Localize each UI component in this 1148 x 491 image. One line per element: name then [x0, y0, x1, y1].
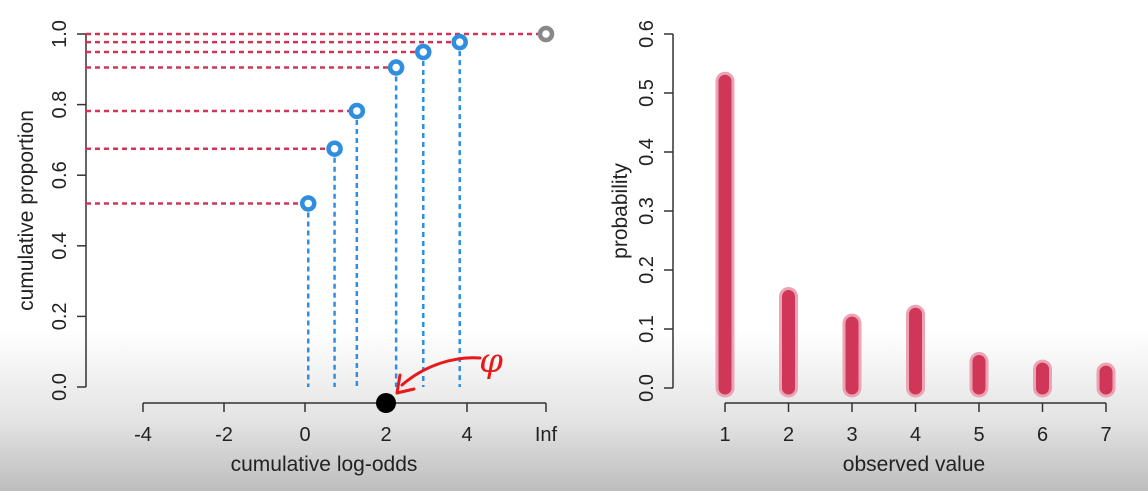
x-tick-label: 5 — [973, 424, 984, 446]
y-tick-label: 0.0 — [636, 374, 658, 402]
x-tick-label: -4 — [134, 424, 152, 446]
x-tick-label: 4 — [910, 424, 921, 446]
x-tick-label: 1 — [719, 424, 730, 446]
data-point — [451, 33, 468, 51]
x-tick-label: 7 — [1100, 424, 1111, 446]
x-tick-label: 4 — [461, 424, 472, 446]
y-tick-label: 0.0 — [49, 373, 71, 401]
cumulative-proportion-plot: -4 -2 0 2 4 Inf 0.0 0.2 0.4 0.6 0.8 1.0 cumulative l… — [15, 20, 558, 476]
inf-data-point — [537, 25, 555, 43]
x-tick-label: Inf — [535, 424, 558, 446]
y-tick-label: 0.2 — [636, 256, 658, 284]
y-tick-label: 0.1 — [636, 315, 658, 343]
y-tick-label: 0.6 — [636, 20, 658, 48]
annotation-label: φ — [479, 341, 503, 381]
annotation-arrowhead — [395, 373, 416, 395]
data-point — [348, 102, 366, 120]
y-tick-label: 0.4 — [636, 138, 658, 166]
x-tick-label: 0 — [299, 424, 310, 446]
y-axis-title: cumulative proportion — [15, 110, 38, 311]
y-axis-title: probability — [609, 163, 632, 259]
data-point — [326, 140, 343, 157]
data-point — [299, 195, 317, 212]
y-tick-label: 0.2 — [49, 302, 71, 330]
x-tick-label: 3 — [846, 424, 857, 446]
probability-bar-plot: 0.0 0.1 0.2 0.3 0.4 0.5 0.6 1 2 3 4 5 6 7 observed val… — [609, 20, 1116, 476]
data-point — [415, 43, 432, 61]
x-axis-marker — [376, 393, 396, 413]
y-tick-label: 0.3 — [636, 197, 658, 225]
x-tick-label: 2 — [783, 424, 794, 446]
x-axis-title: cumulative log-odds — [231, 453, 418, 476]
y-tick-label: 1.0 — [49, 20, 71, 48]
x-tick-label: 2 — [380, 424, 391, 446]
x-tick-label: 6 — [1037, 424, 1048, 446]
y-tick-label: 0.4 — [49, 232, 71, 260]
data-point — [387, 59, 405, 76]
x-axis-title: observed value — [843, 453, 985, 476]
y-tick-label: 0.6 — [49, 161, 71, 189]
annotation-arrow — [400, 356, 482, 387]
y-tick-label: 0.8 — [49, 91, 71, 119]
y-tick-label: 0.5 — [636, 79, 658, 107]
x-tick-label: -2 — [215, 424, 233, 446]
